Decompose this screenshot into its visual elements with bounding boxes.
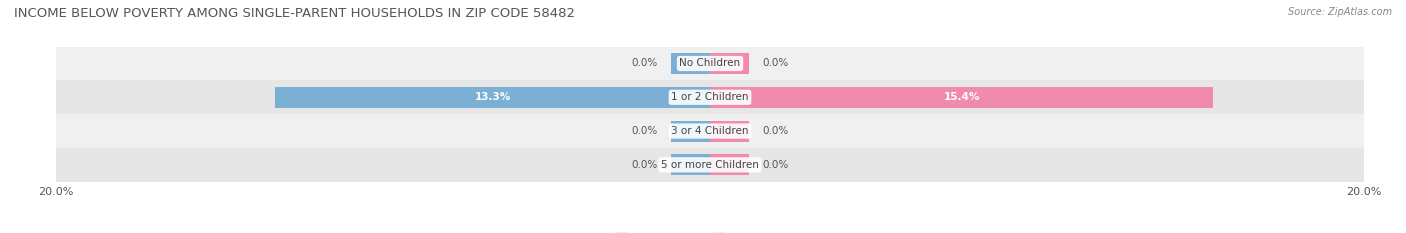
Legend: Single Father, Single Mother: Single Father, Single Mother: [610, 229, 810, 233]
Text: 13.3%: 13.3%: [474, 92, 510, 102]
Text: 0.0%: 0.0%: [762, 58, 789, 69]
Text: 0.0%: 0.0%: [631, 126, 658, 136]
Bar: [56, 47, 1364, 80]
Bar: [276, 87, 710, 108]
Bar: [710, 53, 749, 74]
Text: 15.4%: 15.4%: [943, 92, 980, 102]
Bar: [56, 148, 1364, 182]
Text: 0.0%: 0.0%: [762, 160, 789, 170]
Bar: [671, 53, 710, 74]
Text: INCOME BELOW POVERTY AMONG SINGLE-PARENT HOUSEHOLDS IN ZIP CODE 58482: INCOME BELOW POVERTY AMONG SINGLE-PARENT…: [14, 7, 575, 20]
Text: Source: ZipAtlas.com: Source: ZipAtlas.com: [1288, 7, 1392, 17]
Bar: [710, 121, 749, 141]
Text: No Children: No Children: [679, 58, 741, 69]
Bar: [710, 87, 1213, 108]
Bar: [671, 121, 710, 141]
Bar: [56, 80, 1364, 114]
Bar: [671, 154, 710, 175]
Text: 0.0%: 0.0%: [762, 126, 789, 136]
Text: 3 or 4 Children: 3 or 4 Children: [671, 126, 749, 136]
Bar: [56, 114, 1364, 148]
Text: 0.0%: 0.0%: [631, 58, 658, 69]
Text: 1 or 2 Children: 1 or 2 Children: [671, 92, 749, 102]
Bar: [710, 154, 749, 175]
Text: 0.0%: 0.0%: [631, 160, 658, 170]
Text: 5 or more Children: 5 or more Children: [661, 160, 759, 170]
